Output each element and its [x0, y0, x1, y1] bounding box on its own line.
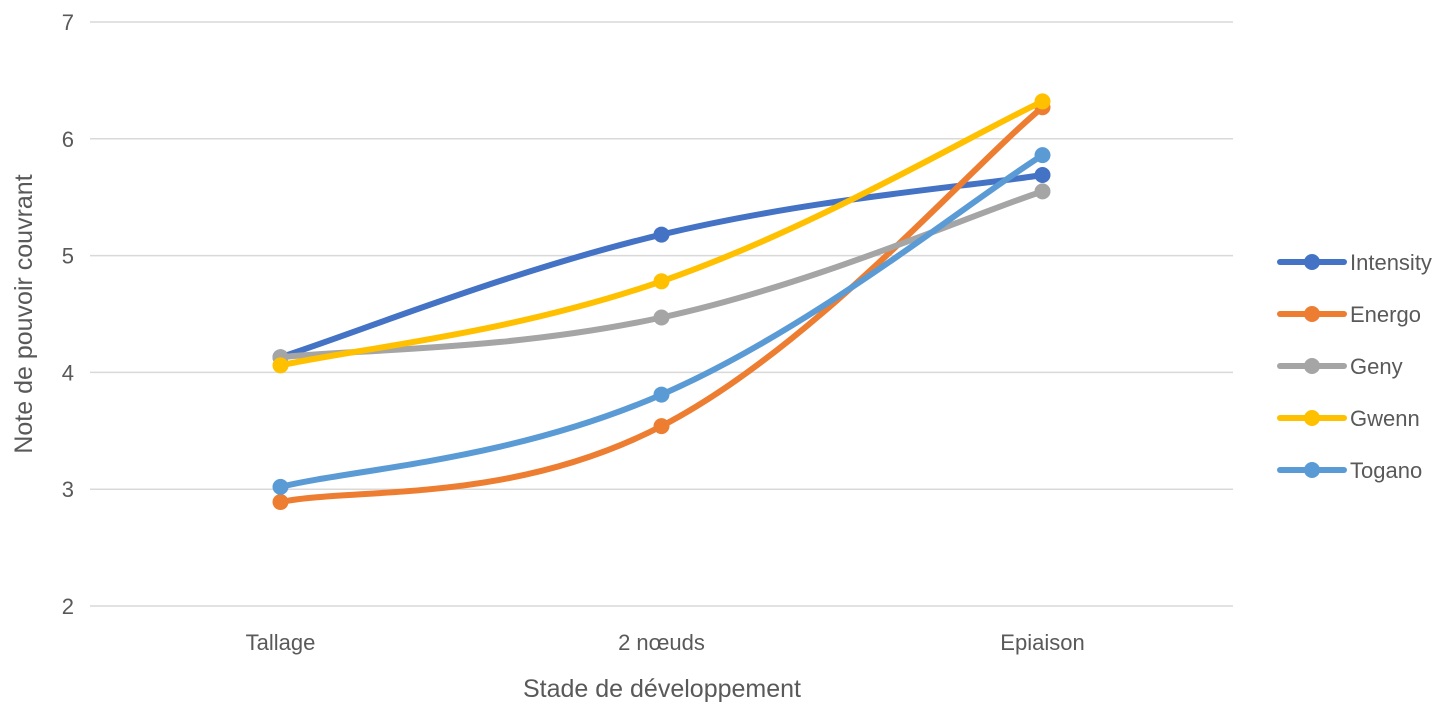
data-point-togano: [1034, 147, 1051, 164]
x-tick-label: 2 nœuds: [618, 630, 705, 655]
y-tick-label: 7: [62, 10, 74, 35]
legend-swatch-marker: [1304, 254, 1320, 270]
legend-item-togano: Togano: [1277, 458, 1422, 483]
y-axis-ticks: 2 3 4 5 6 7: [62, 10, 74, 619]
legend-label: Geny: [1350, 354, 1403, 379]
series-intensity: [272, 167, 1051, 366]
legend-item-gwenn: Gwenn: [1277, 406, 1420, 431]
legend-item-energo: Energo: [1277, 302, 1421, 327]
data-point-gwenn: [272, 357, 289, 374]
series-lines: [272, 93, 1051, 511]
legend-item-geny: Geny: [1277, 354, 1403, 379]
series-gwenn: [272, 93, 1051, 374]
y-tick-label: 5: [62, 244, 74, 269]
legend-label: Gwenn: [1350, 406, 1420, 431]
legend-swatch-marker: [1304, 462, 1320, 478]
legend-label: Togano: [1350, 458, 1422, 483]
data-point-geny: [653, 309, 670, 326]
data-point-gwenn: [653, 273, 670, 290]
legend-item-intensity: Intensity: [1277, 250, 1432, 275]
y-tick-label: 3: [62, 477, 74, 502]
legend: Intensity Energo Geny Gwenn Togano: [1277, 250, 1432, 483]
x-axis-title: Stade de développement: [523, 675, 801, 703]
y-tick-label: 2: [62, 594, 74, 619]
series-line-intensity: [277, 172, 1046, 361]
legend-swatch-marker: [1304, 306, 1320, 322]
y-tick-label: 6: [62, 127, 74, 152]
data-point-togano: [272, 478, 289, 495]
x-tick-label: Tallage: [246, 630, 316, 655]
data-point-togano: [653, 386, 670, 403]
data-point-intensity: [1034, 167, 1051, 184]
x-tick-label: Epiaison: [1000, 630, 1084, 655]
data-point-energo: [272, 494, 289, 511]
legend-label: Intensity: [1350, 250, 1432, 275]
legend-swatch-marker: [1304, 410, 1320, 426]
x-axis-ticks: Tallage 2 nœuds Epiaison: [246, 630, 1085, 655]
data-point-energo: [653, 418, 670, 435]
data-point-gwenn: [1034, 93, 1051, 110]
series-togano: [272, 147, 1051, 495]
y-axis-title: Note de pouvoir couvrant: [10, 174, 38, 453]
y-tick-label: 4: [62, 360, 74, 385]
series-energo: [272, 99, 1051, 511]
legend-swatch-marker: [1304, 358, 1320, 374]
data-point-geny: [1034, 183, 1051, 200]
legend-label: Energo: [1350, 302, 1421, 327]
series-line-energo: [277, 104, 1046, 506]
data-point-intensity: [653, 226, 670, 243]
